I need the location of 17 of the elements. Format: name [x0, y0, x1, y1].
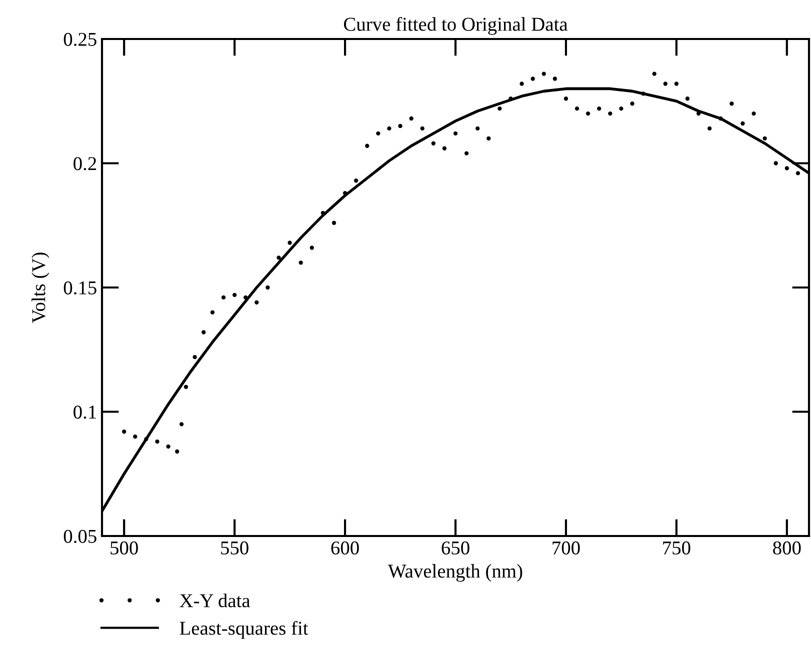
x-tick-label: 550 [221, 541, 248, 555]
chart-title: Curve fitted to Original Data [344, 16, 568, 35]
x-axis-title: Wavelength (nm) [388, 564, 522, 582]
x-tick-label: 500 [110, 541, 138, 555]
y-tick-label: 0.25 [64, 32, 96, 46]
y-tick-label: 0.1 [74, 406, 96, 419]
x-tick-label: 800 [773, 541, 801, 555]
x-tick-label: 700 [552, 541, 580, 555]
y-tick-label: 0.15 [64, 281, 96, 295]
y-tick-label: 0.05 [64, 530, 96, 544]
y-axis-title: Volts (V) [32, 252, 50, 324]
y-tick-label: 0.2 [74, 157, 96, 170]
x-tick-label: 650 [442, 541, 470, 555]
x-tick-label: 600 [331, 541, 359, 555]
legend-label: X-Y data [180, 594, 250, 608]
x-tick-label: 750 [663, 541, 690, 555]
legend-label: Least-squares fit [180, 620, 308, 639]
